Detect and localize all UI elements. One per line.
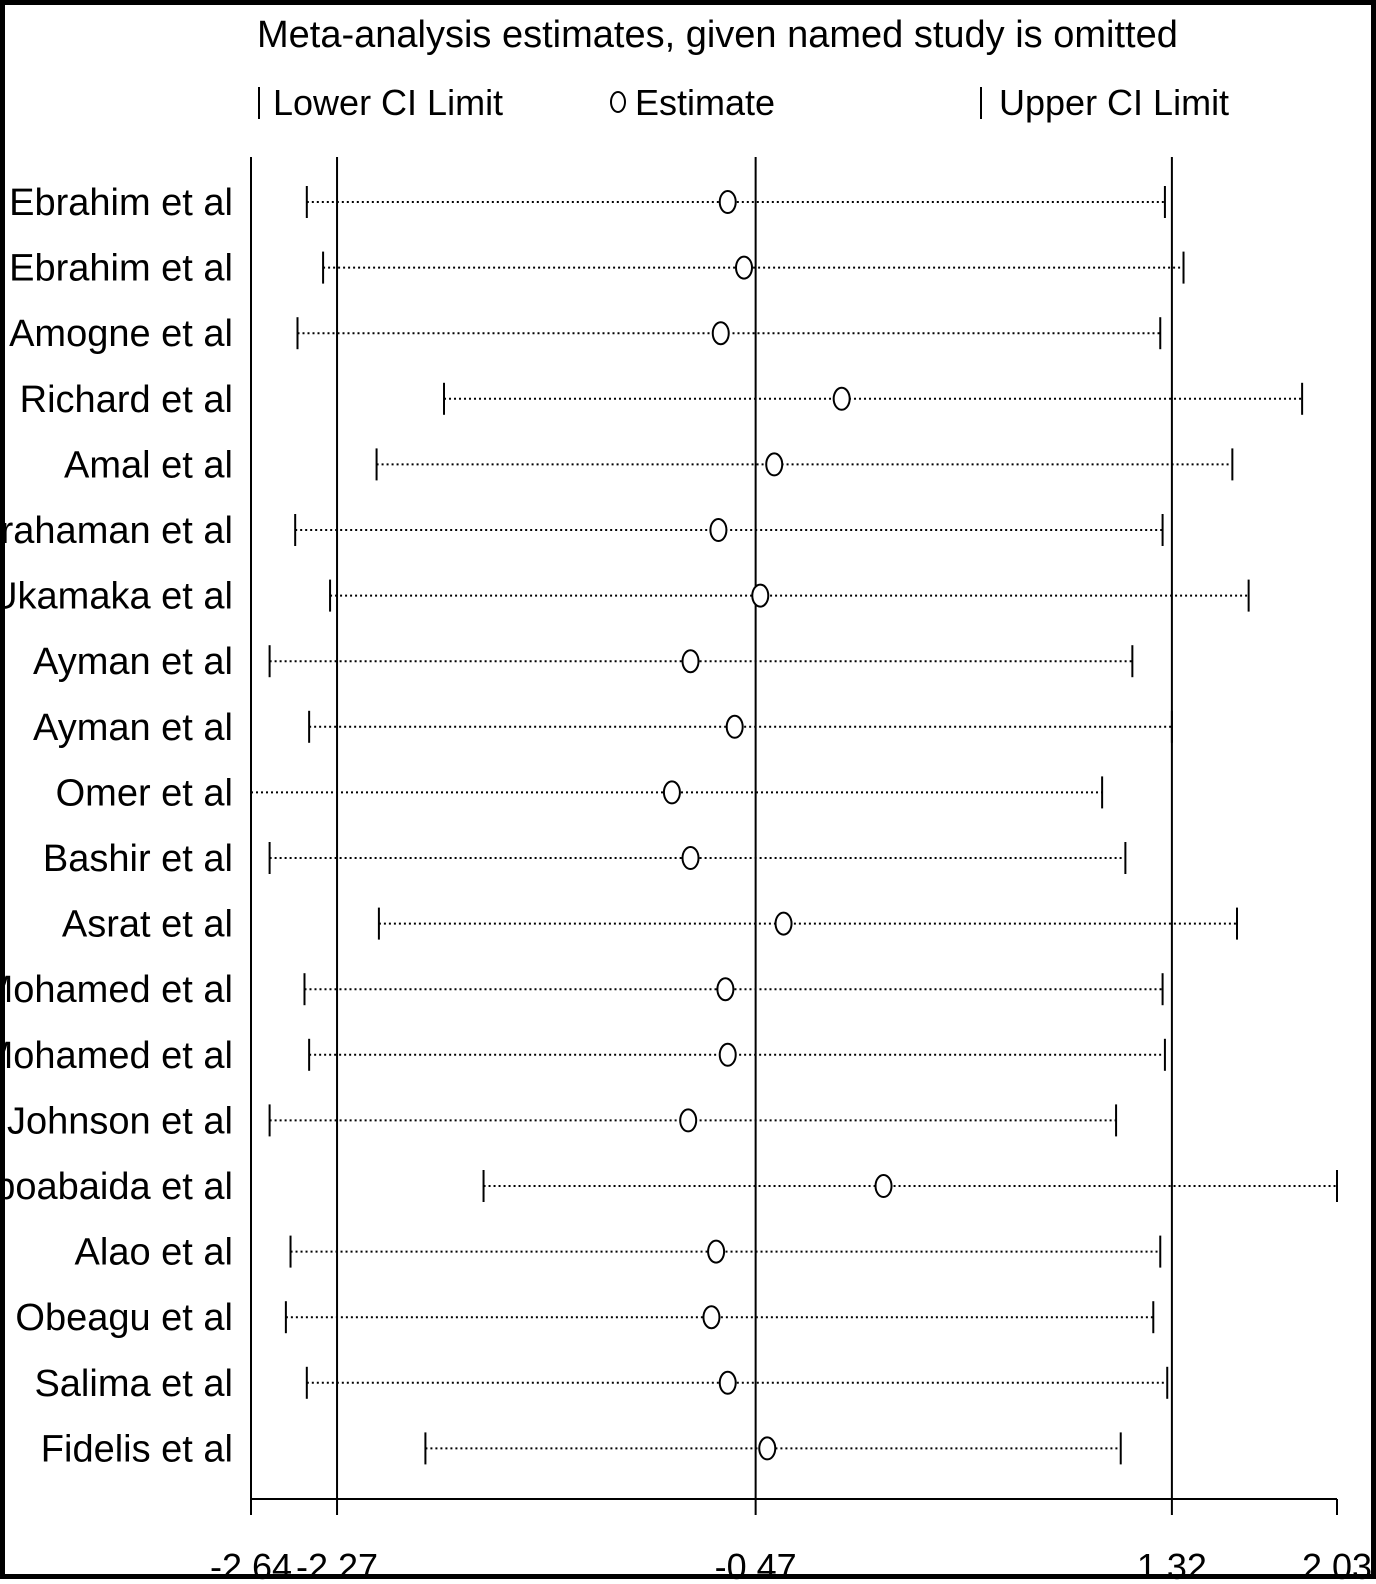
estimate-point [832, 386, 851, 411]
estimate-point [718, 1370, 737, 1395]
study-label: Omer et al [56, 772, 233, 814]
study-label: Johnson et al [7, 1100, 233, 1142]
estimate-point [874, 1174, 893, 1198]
study-label: Fidelis et al [41, 1428, 233, 1470]
legend-upper-label: Upper CI Limit [999, 82, 1229, 123]
study-label: Ukamaka et al [5, 576, 233, 618]
study-label: Ebrahim et al [9, 248, 233, 290]
study-label: Salima et al [34, 1363, 233, 1405]
study-label: Ayman et al [33, 707, 233, 749]
study-label: A/rahaman et al [5, 510, 233, 552]
legend-estimate-marker [610, 91, 626, 113]
estimate-point [702, 1305, 721, 1330]
study-label: Obeagu et al [15, 1297, 233, 1339]
estimate-point [681, 649, 700, 674]
estimate-point [716, 977, 735, 1002]
study-label: Asrat et al [62, 904, 233, 946]
estimate-point [711, 321, 730, 346]
plot-area: -2.64 -2.27 -0.47 1.32 2.03 Ebrahim et al Ebra… [5, 157, 1372, 1584]
estimate-point [751, 583, 770, 608]
estimate-point [718, 190, 737, 214]
study-label: Ayman et al [33, 641, 233, 683]
study-label: Amogne et al [9, 313, 233, 355]
chart-title: Meta-analysis estimates, given named stu… [257, 14, 1178, 56]
estimate-point [774, 911, 793, 936]
legend: Lower CI Limit Estimate Upper CI Limit [258, 82, 1229, 123]
x-tick-label: -2.27 [296, 1546, 378, 1584]
estimate-point [718, 1042, 737, 1067]
estimate-point [758, 1436, 777, 1461]
x-tick-label: 2.03 [1302, 1546, 1372, 1584]
x-tick-label: -0.47 [715, 1546, 797, 1584]
study-label: Amal et al [64, 444, 233, 486]
x-tick-label: -2.64 [210, 1546, 292, 1584]
study-label: Mohamed et al [5, 1035, 233, 1077]
estimate-point [662, 780, 681, 805]
study-label: Richard et al [20, 379, 233, 421]
forest-plot: Meta-analysis estimates, given named stu… [5, 14, 1372, 1584]
study-label: Mohamed et al [5, 969, 233, 1011]
study-label: Alao et al [75, 1232, 233, 1274]
study-label: Ebrahim et al [9, 182, 233, 224]
estimate-point [707, 1239, 726, 1264]
legend-estimate-label: Estimate [635, 82, 775, 123]
estimate-point [765, 452, 784, 477]
estimate-point [679, 1108, 698, 1133]
study-label: Aboabaida et al [5, 1166, 233, 1208]
x-tick-label: 1.32 [1137, 1546, 1207, 1584]
legend-lower-label: Lower CI Limit [273, 82, 503, 123]
estimate-point [681, 846, 700, 870]
estimate-point [735, 255, 754, 280]
estimate-point [725, 714, 744, 739]
study-label: Bashir et al [43, 838, 233, 880]
estimate-point [709, 518, 728, 542]
